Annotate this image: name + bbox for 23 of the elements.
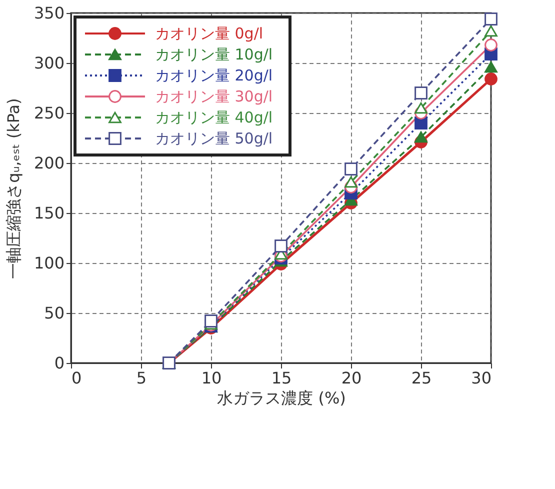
y-tick-label: 250 xyxy=(34,104,64,122)
legend-label: カオリン量 0g/l xyxy=(155,24,264,42)
y-tick-label: 50 xyxy=(44,304,64,322)
x-axis-title: 水ガラス濃度 (%) xyxy=(217,388,346,408)
legend-label: カオリン量 50g/l xyxy=(155,130,273,148)
legend-label: カオリン量 40g/l xyxy=(155,108,273,126)
legend-label: カオリン量 20g/l xyxy=(155,66,273,84)
y-axis-title: 一軸圧縮強さqᵤ,ₑₛₜ (kPa) xyxy=(4,98,23,279)
x-tick-label: 30 xyxy=(471,368,492,388)
x-tick-label: 10 xyxy=(201,368,222,388)
y-tick-label: 350 xyxy=(34,4,64,22)
x-tick-label: 25 xyxy=(411,368,432,388)
x-tick-label: 20 xyxy=(341,368,362,388)
y-tick-label: 200 xyxy=(34,154,64,172)
y-tick-label: 100 xyxy=(34,254,64,272)
legend-label: カオリン量 30g/l xyxy=(155,88,273,106)
y-tick-label: 150 xyxy=(34,204,64,222)
x-tick-label: 0 xyxy=(72,368,82,388)
y-tick-label: 300 xyxy=(34,54,64,72)
x-tick-label: 15 xyxy=(271,368,292,388)
legend-label: カオリン量 10g/l xyxy=(155,46,273,64)
x-tick-label: 5 xyxy=(136,368,147,388)
y-tick-label: 0 xyxy=(54,354,64,372)
